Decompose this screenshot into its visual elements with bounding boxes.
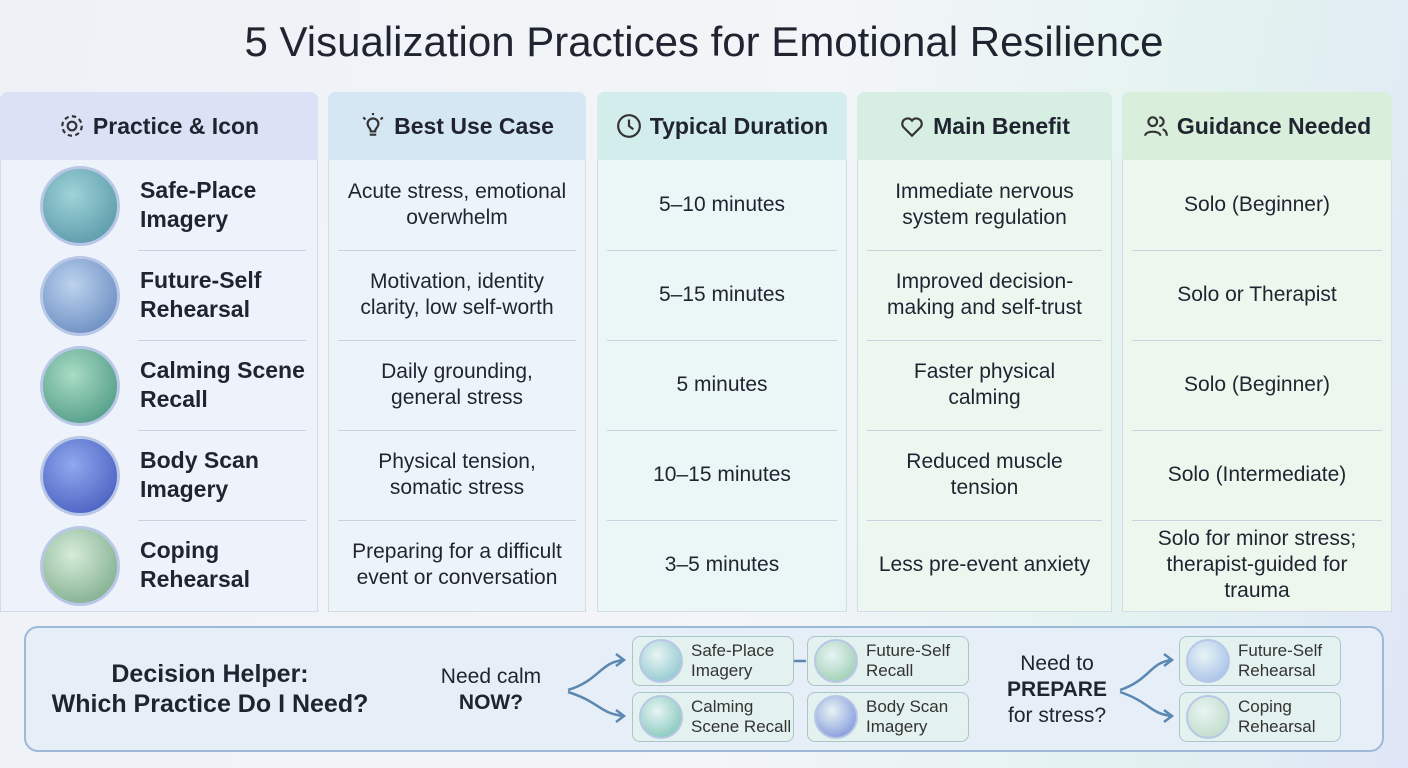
header-icon: [362, 113, 384, 136]
practice-name: Body Scan Imagery: [140, 447, 259, 502]
option-chip: Future-Self Recall: [807, 636, 969, 686]
prepare-question: Need to: [1020, 652, 1094, 675]
cell: Solo or Therapist: [1177, 283, 1337, 306]
row-divider: [338, 250, 576, 251]
row-divider: [338, 340, 576, 341]
cell: Physical tension, somatic stress: [378, 450, 536, 499]
column-body: [328, 92, 586, 612]
chip-icon: [1186, 695, 1230, 739]
row-divider: [1132, 340, 1382, 341]
row-divider: [138, 520, 306, 521]
row-divider: [867, 430, 1102, 431]
practice-name: Calming Scene Recall: [140, 357, 305, 412]
column-header: Practice & Icon: [0, 92, 318, 160]
header-text: Best Use Case: [394, 112, 554, 139]
cell: Solo (Intermediate): [1167, 463, 1347, 486]
chip-icon: [814, 695, 858, 739]
row-divider: [1132, 250, 1382, 251]
chip-label: Body Scan Imagery: [866, 697, 949, 736]
cell: Improved decision-making and self-trust: [887, 270, 1082, 319]
chip-icon: [639, 639, 683, 683]
cell: 3–5 minutes: [664, 553, 780, 576]
cell: Motivation, identity clarity, low self-w…: [360, 270, 554, 319]
practice-name: Safe-Place Imagery: [140, 177, 257, 232]
column-header: Main Benefit: [857, 92, 1112, 160]
column-body: [1122, 92, 1392, 612]
column-header: Typical Duration: [597, 92, 847, 160]
row-divider: [338, 520, 576, 521]
row-divider: [338, 430, 576, 431]
header-text: Main Benefit: [933, 112, 1070, 139]
chip-label: Future-Self Rehearsal: [1238, 641, 1323, 680]
cell: Solo (Beginner): [1184, 193, 1330, 216]
chip-label: Future-Self Recall: [866, 641, 951, 680]
practice-icon: [40, 166, 120, 246]
practice-icon: [40, 256, 120, 336]
cell: Immediate nervous system regulation: [895, 180, 1074, 229]
helper-title: Decision Helper:: [111, 660, 309, 688]
calm-question: NOW?: [458, 691, 524, 714]
row-divider: [138, 250, 306, 251]
cell: Solo for minor stress; therapist-guided …: [1157, 527, 1357, 602]
calm-question: Need calm: [440, 665, 542, 688]
option-chip: Safe-Place Imagery: [632, 636, 794, 686]
header-icon: [616, 114, 641, 138]
option-chip: Future-Self Rehearsal: [1179, 636, 1341, 686]
helper-title: Which Practice Do I Need?: [51, 690, 369, 718]
row-divider: [138, 430, 306, 431]
column-header: Best Use Case: [328, 92, 586, 160]
cell: Reduced muscle tension: [906, 450, 1063, 499]
chip-label: Coping Rehearsal: [1238, 697, 1316, 736]
practice-name: Coping Rehearsal: [140, 537, 250, 592]
header-icon: [901, 117, 923, 138]
row-divider: [1132, 520, 1382, 521]
cell: 5–10 minutes: [658, 193, 786, 216]
header-icon: [1143, 116, 1168, 137]
option-chip: Coping Rehearsal: [1179, 692, 1341, 742]
cell: Less pre-event anxiety: [878, 553, 1091, 576]
row-divider: [607, 340, 837, 341]
cell: 5 minutes: [676, 373, 768, 396]
row-divider: [867, 250, 1102, 251]
chip-icon: [814, 639, 858, 683]
option-chip: Calming Scene Recall: [632, 692, 794, 742]
cell: Solo (Beginner): [1184, 373, 1330, 396]
practice-name: Future-Self Rehearsal: [140, 267, 262, 322]
row-divider: [867, 520, 1102, 521]
cell: Daily grounding, general stress: [381, 360, 533, 409]
cell: 5–15 minutes: [658, 283, 786, 306]
title: 5 Visualization Practices for Emotional …: [244, 18, 1164, 65]
header-text: Practice & Icon: [92, 112, 260, 139]
row-divider: [607, 430, 837, 431]
row-divider: [607, 520, 837, 521]
row-divider: [1132, 430, 1382, 431]
header-icon: [61, 115, 83, 137]
practice-icon: [40, 436, 120, 516]
row-divider: [867, 340, 1102, 341]
practice-icon: [40, 526, 120, 606]
chip-label: Calming Scene Recall: [691, 697, 792, 736]
cell: 10–15 minutes: [653, 463, 791, 486]
cell: Faster physical calming: [913, 360, 1056, 409]
row-divider: [138, 340, 306, 341]
chip-icon: [639, 695, 683, 739]
row-divider: [607, 250, 837, 251]
chip-icon: [1186, 639, 1230, 683]
header-text: Typical Duration: [649, 112, 829, 139]
prepare-question: for stress?: [1007, 704, 1107, 727]
cell: Preparing for a difficult event or conve…: [352, 540, 562, 589]
cell: Acute stress, emotional overwhelm: [347, 180, 567, 229]
column-body: [597, 92, 847, 612]
header-text: Guidance Needed: [1176, 112, 1372, 139]
column-header: Guidance Needed: [1122, 92, 1392, 160]
prepare-question: PREPARE: [1007, 678, 1107, 701]
practice-icon: [40, 346, 120, 426]
option-chip: Body Scan Imagery: [807, 692, 969, 742]
chip-label: Safe-Place Imagery: [691, 641, 775, 680]
